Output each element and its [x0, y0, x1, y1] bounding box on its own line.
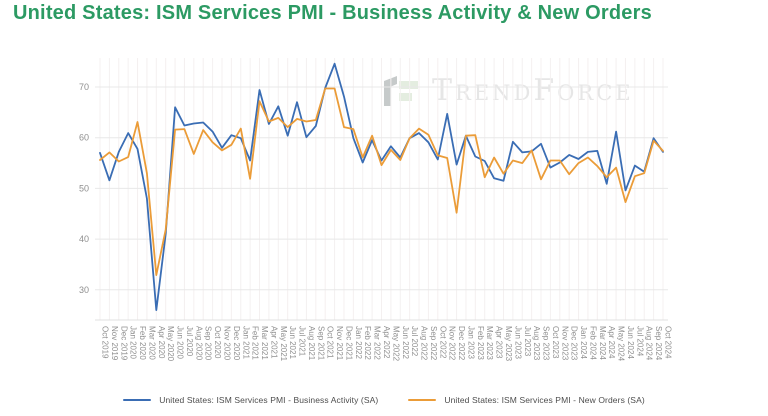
x-axis-tick-label: Jan 2020 — [129, 326, 138, 359]
y-axis-tick-label: 50 — [79, 183, 89, 193]
x-axis-tick-label: Sep 2023 — [542, 326, 551, 361]
chart-line-business-activity — [99, 62, 664, 312]
x-axis-tick-label: May 2022 — [391, 326, 400, 362]
x-axis-tick-label: Dec 2020 — [232, 326, 241, 361]
x-axis-tick-label: Jul 2022 — [410, 326, 419, 357]
x-axis-tick-label: May 2023 — [504, 326, 513, 362]
x-axis-tick-label: Dec 2021 — [344, 326, 353, 361]
x-axis-tick-label: Dec 2022 — [457, 326, 466, 361]
x-axis-tick-label: Mar 2024 — [598, 326, 607, 360]
x-axis-tick-label: Feb 2021 — [251, 326, 260, 360]
x-axis-tick-label: Jan 2021 — [241, 326, 250, 359]
x-axis-tick-label: Sep 2021 — [316, 326, 325, 361]
x-axis-tick-label: Feb 2020 — [138, 326, 147, 360]
chart-line-new-orders — [99, 87, 664, 277]
chart-legend: United States: ISM Services PMI - Busine… — [0, 395, 768, 405]
legend-swatch-new-orders — [408, 399, 437, 401]
x-axis-tick-label: Dec 2019 — [119, 326, 128, 361]
x-axis-tick-label: Sep 2024 — [654, 326, 663, 361]
x-axis-tick-label: Oct 2024 — [664, 326, 673, 359]
x-axis-tick-label: Oct 2021 — [326, 326, 335, 359]
x-axis-tick-label: Nov 2019 — [110, 326, 119, 361]
x-axis-tick-label: Aug 2024 — [645, 326, 654, 361]
x-axis-tick-label: Nov 2022 — [448, 326, 457, 361]
x-axis-tick-label: Jun 2024 — [626, 326, 635, 359]
x-axis-tick-label: Nov 2021 — [335, 326, 344, 361]
x-axis-tick-label: Aug 2023 — [532, 326, 541, 361]
x-axis-tick-label: Oct 2023 — [551, 326, 560, 359]
x-axis-tick-label: Feb 2022 — [363, 326, 372, 360]
x-axis-tick-label: Sep 2020 — [204, 326, 213, 361]
x-axis-tick-label: Nov 2020 — [222, 326, 231, 361]
y-axis-tick-label: 30 — [79, 285, 89, 295]
x-axis-tick-label: May 2024 — [617, 326, 626, 362]
y-axis-tick-label: 70 — [79, 82, 89, 92]
y-axis-tick-label: 60 — [79, 133, 89, 143]
x-axis-tick-label: Apr 2024 — [607, 326, 616, 359]
legend-label-new-orders: United States: ISM Services PMI - New Or… — [444, 395, 645, 405]
x-axis-tick-label: Jun 2023 — [513, 326, 522, 359]
x-axis-tick-label: Mar 2022 — [373, 326, 382, 360]
x-axis-tick-label: Jun 2021 — [288, 326, 297, 359]
x-axis-tick-label: Oct 2020 — [213, 326, 222, 359]
x-axis-tick-label: Dec 2023 — [570, 326, 579, 361]
x-axis-tick-label: Jan 2022 — [354, 326, 363, 359]
x-axis-tick-label: Jul 2024 — [635, 326, 644, 357]
x-axis-tick-label: Feb 2024 — [588, 326, 597, 360]
x-axis-tick-label: Jul 2021 — [298, 326, 307, 357]
x-axis-tick-label: Mar 2023 — [485, 326, 494, 360]
x-axis-tick-label: Apr 2022 — [382, 326, 391, 359]
x-axis-tick-label: May 2020 — [166, 326, 175, 362]
x-axis-tick-label: Jan 2023 — [466, 326, 475, 359]
x-axis-tick-label: Mar 2021 — [260, 326, 269, 360]
x-axis-tick-label: Aug 2020 — [194, 326, 203, 361]
x-axis-tick-label: May 2021 — [279, 326, 288, 362]
x-axis-tick-label: Feb 2023 — [476, 326, 485, 360]
x-axis-tick-label: Oct 2022 — [438, 326, 447, 359]
x-axis-tick-label: Apr 2021 — [269, 326, 278, 359]
x-axis-tick-label: Aug 2021 — [307, 326, 316, 361]
x-axis-tick-label: Apr 2023 — [495, 326, 504, 359]
x-axis-tick-label: Jun 2020 — [176, 326, 185, 359]
legend-item-business-activity: United States: ISM Services PMI - Busine… — [123, 395, 378, 405]
x-axis-tick-label: Nov 2023 — [560, 326, 569, 361]
legend-swatch-business-activity — [123, 399, 152, 401]
page-title: United States: ISM Services PMI - Busine… — [13, 2, 652, 24]
x-axis-tick-label: Sep 2022 — [429, 326, 438, 361]
x-axis-tick-label: Jul 2023 — [523, 326, 532, 357]
x-axis-tick-label: Oct 2019 — [101, 326, 110, 359]
x-axis-tick-label: Jun 2022 — [401, 326, 410, 359]
legend-item-new-orders: United States: ISM Services PMI - New Or… — [408, 395, 645, 405]
y-axis-tick-label: 40 — [79, 234, 89, 244]
x-axis-tick-label: Apr 2020 — [157, 326, 166, 359]
x-axis-tick-label: Jan 2024 — [579, 326, 588, 359]
x-axis-tick-label: Aug 2022 — [420, 326, 429, 361]
x-axis-tick-label: Mar 2020 — [147, 326, 156, 360]
x-axis-tick-label: Jul 2020 — [185, 326, 194, 357]
legend-label-business-activity: United States: ISM Services PMI - Busine… — [159, 395, 379, 405]
